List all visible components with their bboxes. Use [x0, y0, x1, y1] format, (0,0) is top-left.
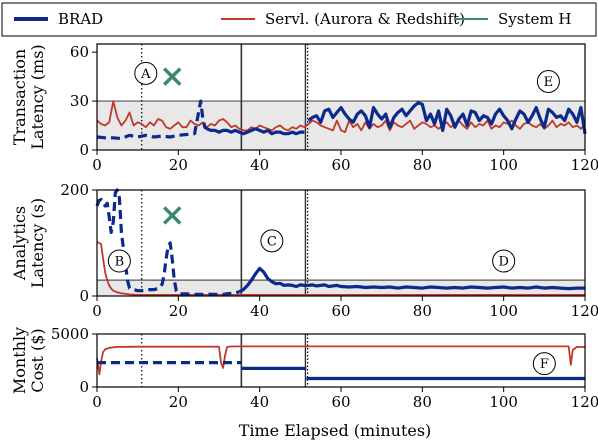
system-h-marker: [162, 206, 182, 225]
callout-circle: [134, 61, 158, 85]
y-tick-label: 0: [79, 287, 89, 305]
callout-circle: [536, 70, 560, 94]
series-line-brad: [238, 266, 585, 294]
panel-txn: A E 0 30 60 0 20 40 60 80 100 120 Transaction Latency…: [10, 43, 598, 174]
callout-label: A: [140, 67, 151, 82]
callout-circle: [260, 229, 284, 253]
callout-label: D: [498, 255, 508, 270]
x-axis-label: Time Elapsed (minutes): [239, 421, 432, 440]
y-tick-label: 0: [79, 378, 89, 396]
x-tick-label: 80: [413, 393, 432, 411]
x-tick-label: 60: [331, 393, 350, 411]
x-tick-label: 60: [331, 302, 350, 320]
callout-circle: [107, 249, 131, 273]
x-tick-label: 100: [489, 393, 518, 411]
callout-label: C: [267, 234, 277, 249]
x-tick-label: 120: [571, 393, 598, 411]
y-axis-label-line: Latency (s): [28, 198, 47, 288]
panel-ana: B C D 0 200 0 20 40 60 80 100 120 Analytics Latency (…: [10, 181, 598, 320]
x-tick-label: 20: [169, 302, 188, 320]
callout-circle: [492, 249, 516, 273]
y-axis-label: Monthly Cost ($): [10, 327, 47, 394]
y-tick-label: 5000: [51, 325, 89, 343]
callout-circle: [532, 352, 556, 376]
y-tick-label: 0: [79, 141, 89, 159]
x-tick-label: 100: [489, 156, 518, 174]
y-axis-label-line: Transaction: [10, 49, 29, 145]
x-tick-label: 120: [571, 156, 598, 174]
callout-c: C: [260, 229, 284, 253]
x-tick-label: 80: [413, 302, 432, 320]
series-line-brad: [95, 188, 240, 296]
x-tick-label: 120: [571, 302, 598, 320]
system-h-marker: [162, 67, 182, 86]
y-tick-label: 30: [70, 92, 89, 110]
legend-label-systemh: System H: [498, 10, 571, 28]
panel-cost: F 0 5000 0 20 40 60 80 100 120 Monthly Cost ($): [10, 325, 598, 411]
callout-label: F: [540, 357, 549, 372]
legend-label-servl: Servl. (Aurora & Redshift): [265, 10, 465, 28]
series-line-brad: [307, 101, 587, 134]
x-tick-label: 40: [250, 156, 269, 174]
callout-e: E: [536, 70, 560, 94]
y-tick-label: 200: [60, 181, 89, 199]
callout-label: E: [544, 75, 554, 90]
y-axis-label: Transaction Latency (ms): [10, 44, 47, 149]
x-tick-label: 40: [250, 302, 269, 320]
system-h-marker-stroke: [162, 206, 182, 225]
callout-f: F: [532, 352, 556, 376]
y-axis-label-line: Monthly: [10, 327, 29, 394]
legend-label-brad: BRAD: [58, 10, 103, 28]
x-tick-label: 20: [169, 393, 188, 411]
x-tick-label: 0: [92, 156, 102, 174]
callout-b: B: [107, 249, 131, 273]
series-line-servl: [96, 100, 586, 134]
legend-frame: [1, 2, 597, 37]
x-tick-label: 100: [489, 302, 518, 320]
series-line-servl: [96, 241, 585, 296]
x-tick-label: 0: [92, 393, 102, 411]
x-tick-label: 0: [92, 302, 102, 320]
x-tick-label: 20: [169, 156, 188, 174]
callout-d: D: [492, 249, 516, 273]
series-line-brad: [206, 127, 305, 136]
x-tick-label: 80: [413, 156, 432, 174]
x-tick-label: 40: [250, 393, 269, 411]
callout-label: B: [115, 255, 125, 270]
y-axis-label: Analytics Latency (s): [10, 198, 47, 288]
series-line-servl: [96, 345, 586, 376]
y-axis-label-line: Cost ($): [28, 328, 47, 392]
system-h-marker-stroke: [162, 67, 182, 86]
y-axis-label-line: Latency (ms): [28, 44, 47, 149]
x-tick-label: 60: [331, 156, 350, 174]
callout-a: A: [134, 61, 158, 85]
y-tick-label: 60: [70, 43, 89, 61]
legend: BRAD Servl. (Aurora & Redshift) System H: [1, 2, 597, 37]
series-line-brad: [96, 99, 208, 141]
y-axis-label-line: Analytics: [10, 206, 29, 281]
